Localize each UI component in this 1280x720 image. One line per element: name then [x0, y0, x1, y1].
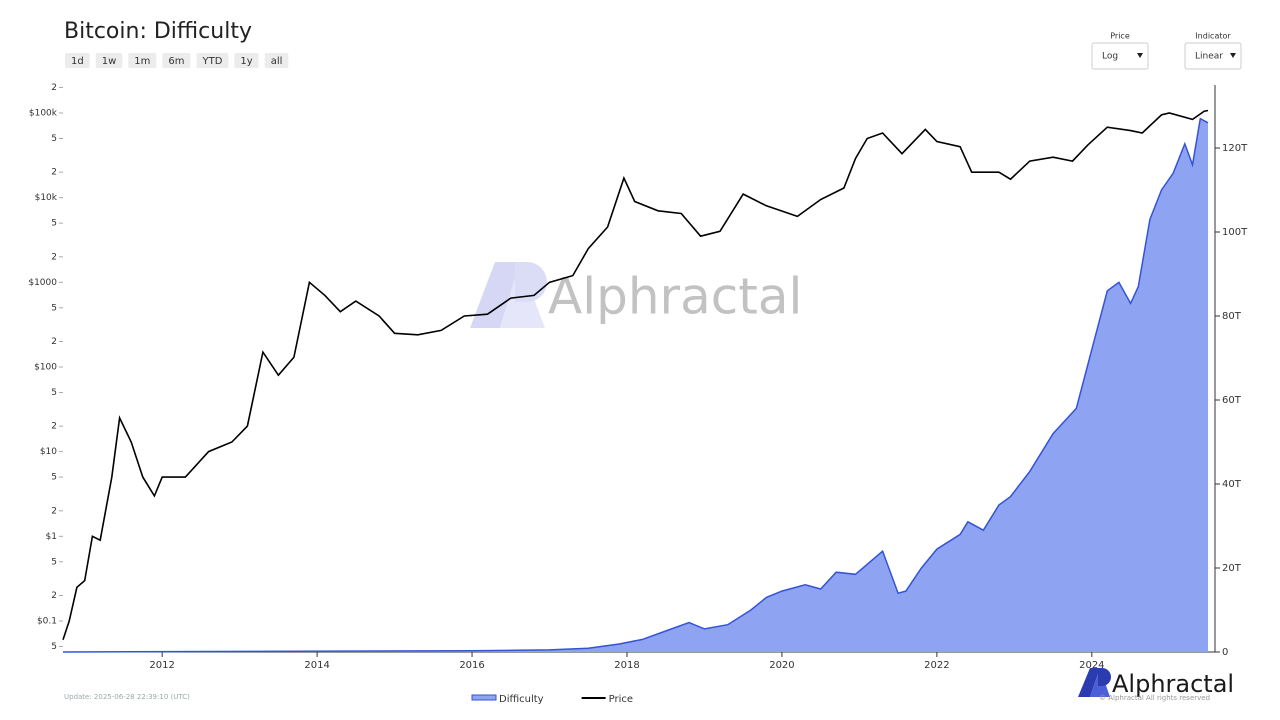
legend-label: Difficulty — [499, 694, 544, 705]
y-tick-label: 2 — [51, 506, 57, 516]
y-tick-label: 5 — [51, 134, 57, 144]
y-tick-label: 2 — [51, 168, 57, 178]
y-tick-label: 5 — [51, 642, 57, 652]
control-label: Indicator — [1195, 32, 1231, 41]
range-button-bg — [95, 53, 123, 68]
x-tick-label: 2022 — [924, 660, 949, 671]
range-button-bg — [128, 53, 157, 68]
dropdown-arrow — [1137, 53, 1143, 58]
range-button-label: 1d — [71, 56, 84, 67]
x-tick-label: 2020 — [769, 660, 794, 671]
range-button-bg — [234, 53, 259, 68]
y2-tick-label: 100T — [1222, 227, 1248, 238]
range-button-label: 6m — [168, 56, 184, 67]
y-tick-label: $0.1 — [37, 616, 57, 626]
legend-label: Price — [609, 694, 633, 705]
y2-tick-label: 120T — [1222, 143, 1248, 154]
range-button-bg — [264, 53, 289, 68]
y2-tick-label: 20T — [1222, 563, 1242, 574]
range-button-label: 1m — [134, 56, 150, 67]
dropdown-arrow — [1230, 53, 1236, 58]
x-tick-label: 2024 — [1079, 660, 1104, 671]
range-button[interactable]: YTD — [196, 53, 229, 68]
control-label: Price — [1110, 32, 1130, 41]
range-button-bg — [65, 53, 90, 68]
range-button[interactable]: 1d — [65, 53, 90, 68]
price-line — [62, 109, 1209, 641]
y-tick-label: 2 — [51, 591, 57, 601]
y-tick-label: $10 — [40, 447, 57, 457]
range-button[interactable]: all — [264, 53, 289, 68]
dropdown[interactable]: Linear — [1184, 42, 1242, 70]
brand-name: Alphractal — [1112, 670, 1234, 698]
dropdown-value: Linear — [1195, 52, 1223, 62]
dropdown-box — [1091, 42, 1149, 70]
y2-tick-label: 80T — [1222, 311, 1242, 322]
range-button[interactable]: 1y — [234, 53, 259, 68]
range-button-bg — [162, 53, 191, 68]
brand-copyright: © Alphractal All rights reserved — [1099, 694, 1210, 702]
legend-swatch — [471, 694, 497, 701]
difficulty-area — [63, 118, 1208, 653]
range-button-label: 1y — [240, 56, 252, 67]
x-tick-label: 2016 — [459, 660, 484, 671]
y2-tick-label: 60T — [1222, 395, 1242, 406]
brand-logo — [1078, 668, 1111, 697]
y-tick-label: 5 — [51, 557, 57, 567]
update-text: Update: 2025-06-28 22:39:10 (UTC) — [64, 693, 190, 701]
y-tick-label: 5 — [51, 473, 57, 483]
chart-title: Bitcoin: Difficulty — [64, 19, 252, 44]
range-button-bg — [196, 53, 229, 68]
y-tick-label: $100 — [34, 362, 57, 372]
range-button[interactable]: 1w — [95, 53, 123, 68]
x-tick-label: 2012 — [149, 660, 174, 671]
y-tick-label: $1000 — [28, 278, 57, 288]
y-tick-label: 2 — [51, 83, 57, 93]
dropdown[interactable]: Log — [1091, 42, 1149, 70]
x-tick-label: 2018 — [614, 660, 639, 671]
difficulty-line — [62, 117, 1209, 653]
watermark: Alphractal — [548, 268, 802, 326]
range-button[interactable]: 1m — [128, 53, 157, 68]
y-tick-label: 2 — [51, 252, 57, 262]
range-button[interactable]: 6m — [162, 53, 191, 68]
y-tick-label: 2 — [51, 337, 57, 347]
y-tick-label: $10k — [35, 193, 58, 203]
y-tick-label: $100k — [29, 108, 58, 118]
y-tick-label: 5 — [51, 388, 57, 398]
x-tick-label: 2014 — [304, 660, 329, 671]
y-tick-label: 5 — [51, 303, 57, 313]
watermark-logo — [470, 262, 547, 328]
range-button-label: YTD — [201, 56, 222, 67]
y-tick-label: $1 — [46, 532, 57, 542]
dropdown-value: Log — [1102, 52, 1118, 62]
y-tick-label: 2 — [51, 422, 57, 432]
dropdown-box — [1184, 42, 1242, 70]
range-button-label: 1w — [102, 56, 117, 67]
y-tick-label: 5 — [51, 219, 57, 229]
y2-tick-label: 0 — [1222, 647, 1228, 658]
y2-tick-label: 40T — [1222, 479, 1242, 490]
range-button-label: all — [271, 56, 283, 67]
